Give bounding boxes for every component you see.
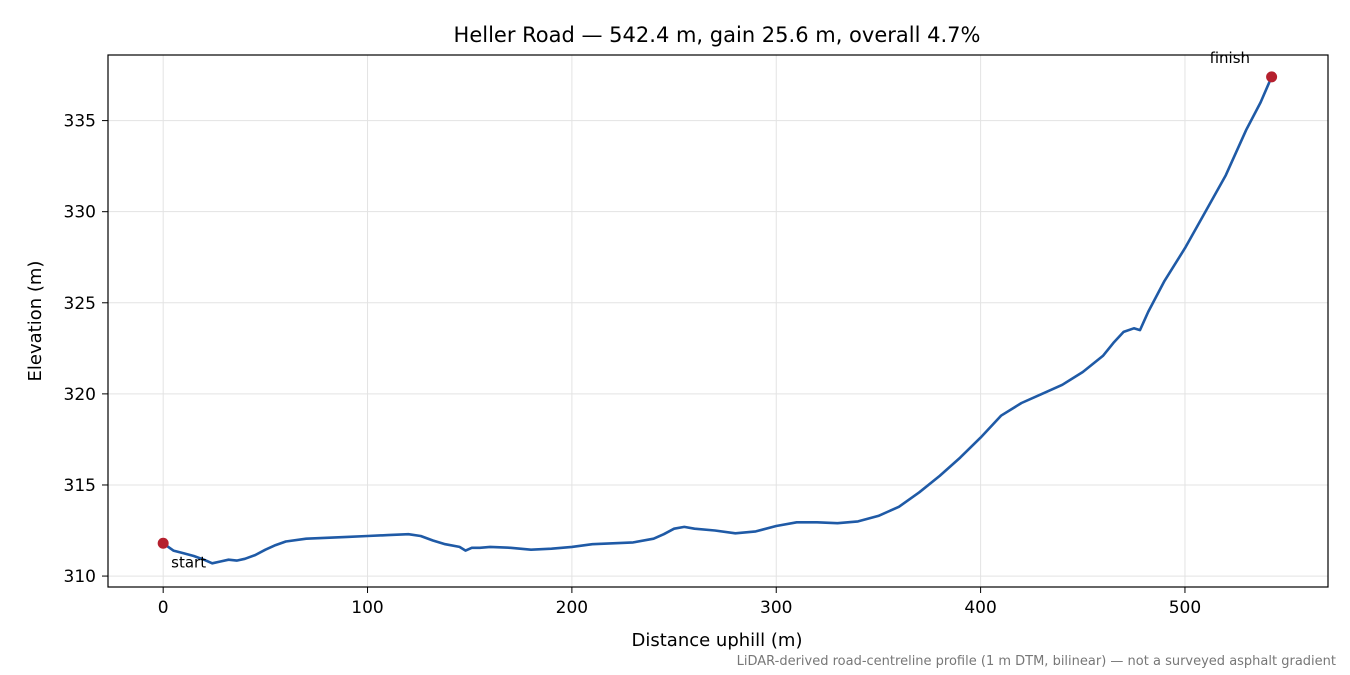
x-tick-label: 0 — [158, 598, 169, 618]
x-tick-label: 100 — [351, 598, 383, 618]
x-tick-label: 200 — [556, 598, 588, 618]
chart-title: Heller Road — 542.4 m, gain 25.6 m, over… — [454, 23, 981, 47]
y-tick-label: 325 — [64, 294, 96, 314]
grid-lines — [108, 55, 1328, 587]
x-tick-label: 400 — [964, 598, 996, 618]
footnote: LiDAR-derived road-centreline profile (1… — [737, 654, 1336, 669]
y-tick-label: 310 — [64, 567, 96, 587]
x-axis: 0 100 200 300 400 500 — [158, 587, 1201, 618]
x-tick-label: 300 — [760, 598, 792, 618]
start-marker — [157, 537, 169, 549]
y-tick-label: 335 — [64, 112, 96, 132]
y-tick-label: 315 — [64, 476, 96, 496]
y-tick-label: 330 — [64, 203, 96, 223]
y-axis: 310 315 320 325 330 335 — [64, 112, 108, 587]
start-label: start — [171, 553, 206, 571]
plot-frame — [107, 54, 1329, 588]
y-tick-label: 320 — [64, 385, 96, 405]
finish-marker — [1266, 71, 1278, 83]
plot-area: start finish — [157, 49, 1278, 571]
finish-label: finish — [1210, 49, 1250, 67]
y-axis-label: Elevation (m) — [25, 261, 46, 382]
elevation-line — [161, 75, 1273, 565]
x-tick-label: 500 — [1169, 598, 1201, 618]
x-axis-label: Distance uphill (m) — [632, 630, 803, 651]
